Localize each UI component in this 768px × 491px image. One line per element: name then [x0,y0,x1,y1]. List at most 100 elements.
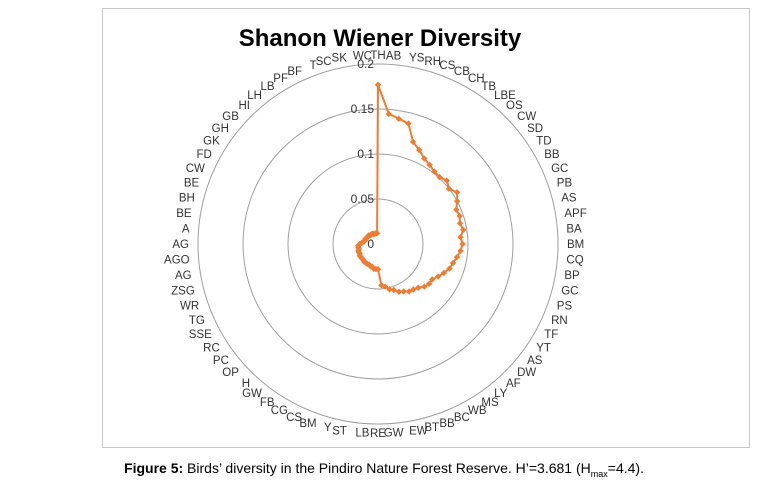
category-label: FB [260,397,275,409]
data-point [400,288,407,295]
data-point [429,276,436,283]
category-label: RE [370,428,386,440]
data-point [416,146,423,154]
category-label: GB [222,111,239,123]
category-label: LB [261,81,275,93]
category-label: RN [551,315,568,327]
category-label: WC [353,51,372,63]
r-tick-label: 0.05 [351,192,375,206]
category-label: CW [517,111,536,123]
data-point [395,115,403,123]
category-label: OS [506,100,523,112]
category-label: BB [439,418,455,430]
data-point [405,288,413,295]
category-label: CW [186,163,205,175]
data-point [421,155,428,162]
data-point [456,220,464,227]
caption-subscript: max [590,468,608,479]
category-label: SSE [189,329,212,341]
data-point [421,283,428,290]
category-label: PB [557,178,573,190]
data-point [457,233,464,241]
data-point [378,282,385,289]
chart-frame [102,8,750,448]
caption-label: Figure 5: [124,460,184,476]
category-label: YT [536,342,551,354]
data-point [434,273,442,280]
category-label: CS [286,412,302,424]
data-point [374,81,382,88]
category-label: Y [324,422,332,434]
category-label: BP [564,270,580,282]
category-label: GC [561,285,578,297]
category-label: OP [222,367,239,379]
caption-text: Birds’ diversity in the Pindiro Nature F… [183,460,591,476]
data-point [453,189,461,196]
tick-layer: 0 0.05 0.1 0.15 0.2 [351,57,375,251]
data-point [395,288,403,296]
data-point [457,247,464,255]
category-label: CB [454,66,470,78]
grid-ring [197,63,559,425]
data-point [459,240,466,248]
series-layer [355,81,467,296]
category-label: CS [439,60,455,72]
category-label: GW [242,388,262,400]
category-label: PF [273,73,288,85]
category-label: WB [468,405,487,417]
data-point [456,212,463,220]
data-point [436,173,443,181]
category-label: LH [247,90,262,102]
category-label: AG [172,239,189,251]
category-label: TF [544,329,558,341]
category-label: BH [179,193,195,205]
category-label: FD [196,149,211,161]
category-label: GH [212,123,229,135]
figure-caption: Figure 5: Birds’ diversity in the Pindir… [0,460,768,479]
data-point [453,253,461,261]
category-label: APF [564,208,586,220]
category-label: GC [551,163,568,175]
data-point [446,265,453,272]
r-tick-label: 0.15 [351,102,375,116]
chart-title: Shanon Wiener Diversity [239,25,522,52]
category-label: TD [536,136,551,148]
category-label: RH [424,56,441,68]
category-label: BA [566,223,582,235]
data-point [460,226,467,233]
category-label: YS [409,53,425,65]
category-label: LBE [494,90,516,102]
data-point [409,138,417,146]
r-tick-label: 0.1 [357,147,374,161]
category-label: PC [213,355,229,367]
data-point [386,286,393,293]
category-label: TB [481,81,496,93]
r-tick-label: 0.2 [357,57,374,71]
category-label: EW [409,425,428,437]
data-point [440,269,448,277]
category-labels: TH AB YS RHCSCBCHTBLBEOSCWSDTDBBGCPBASAPFBA… [164,50,587,440]
caption-text-end: =4.4). [607,460,644,476]
category-label: A [182,223,190,235]
category-label: HI [239,100,251,112]
category-label: CQ [566,255,583,267]
category-label: AGO [164,255,190,267]
category-label: CG [271,405,288,417]
data-point [431,168,438,175]
category-label: AG [175,270,192,282]
data-point [443,177,451,184]
category-label: T [310,60,317,72]
category-label: CH [468,73,485,85]
data-point [405,120,412,127]
category-label: SK [332,53,348,65]
category-label: BB [544,149,560,161]
data-point [415,284,422,291]
category-label: TH [370,50,385,62]
category-label: GW [384,427,404,439]
data-point [445,185,453,192]
r-tick-label: 0 [367,237,374,251]
data-point [426,161,433,169]
category-label: BM [299,418,316,430]
category-label: TG [189,315,205,327]
data-point [390,286,397,294]
